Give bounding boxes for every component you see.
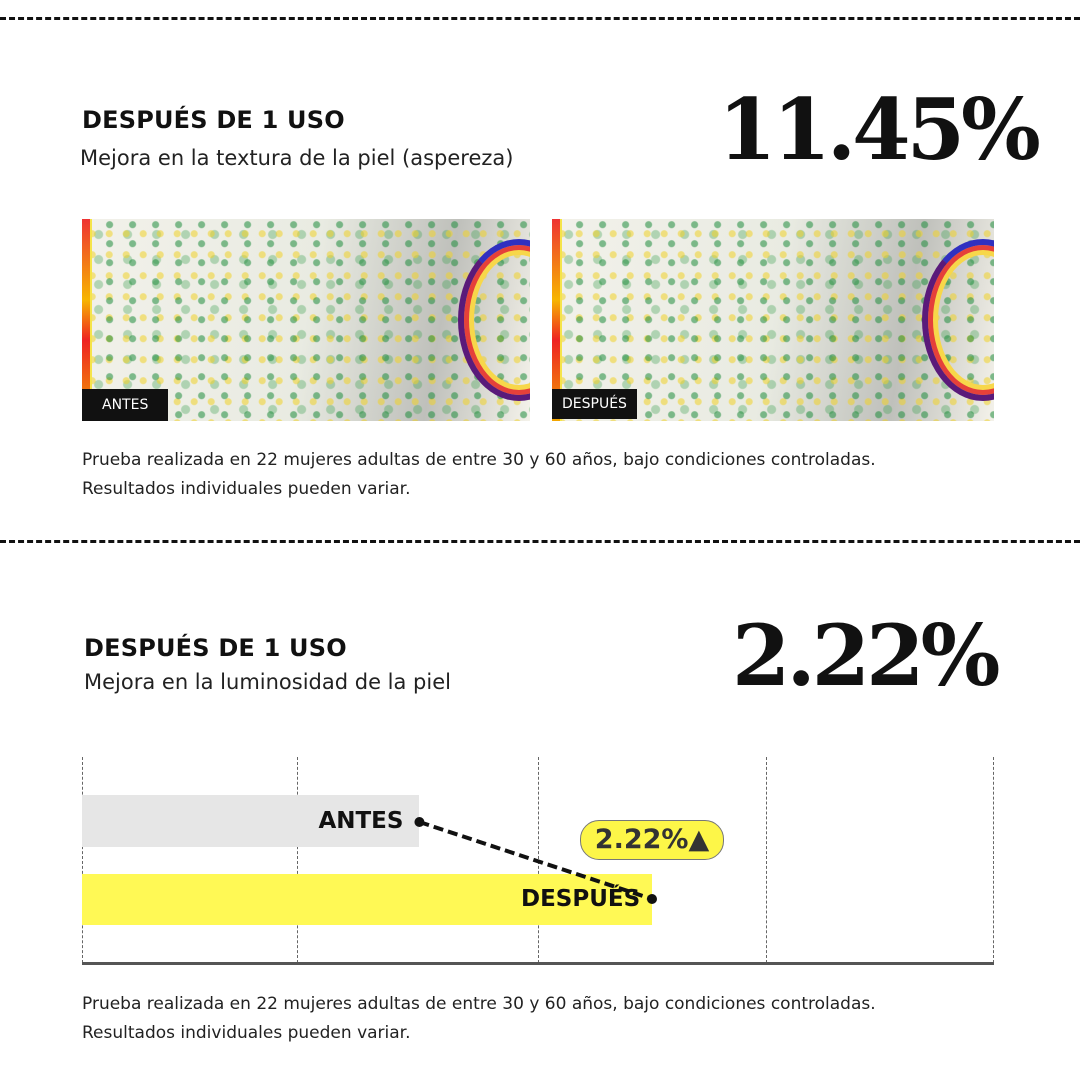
note-line: Resultados individuales pueden variar. xyxy=(82,479,411,499)
gridline xyxy=(82,757,83,963)
bar-label-antes: ANTES xyxy=(318,808,404,834)
after-texture-image: DESPUÉS xyxy=(552,219,994,421)
before-tag: ANTES xyxy=(82,389,169,421)
after-tag: DESPUÉS xyxy=(552,389,637,419)
section1-stat: 11.45% xyxy=(718,80,1041,179)
note-line: Prueba realizada en 22 mujeres adultas d… xyxy=(82,450,876,470)
gridline xyxy=(538,757,539,963)
heatmap-arc xyxy=(922,239,994,401)
bar-label-despues: DESPUÉS xyxy=(521,886,641,912)
top-divider xyxy=(0,17,1080,20)
note-line: Resultados individuales pueden variar. xyxy=(82,1023,411,1043)
x-axis xyxy=(82,962,994,965)
section1-subtitle: Mejora en la textura de la piel (asperez… xyxy=(80,146,514,170)
section1-heading: DESPUÉS DE 1 USO xyxy=(82,106,345,134)
gridline xyxy=(993,757,994,963)
section2-subtitle: Mejora en la luminosidad de la piel xyxy=(84,670,451,694)
bar-antes xyxy=(82,795,420,847)
heatmap-edge xyxy=(82,219,92,421)
change-badge: 2.22%▲ xyxy=(580,820,724,860)
heatmap-edge xyxy=(552,219,562,421)
heatmap-arc xyxy=(458,239,530,401)
section2-heading: DESPUÉS DE 1 USO xyxy=(84,634,347,662)
section1-note: Prueba realizada en 22 mujeres adultas d… xyxy=(82,446,876,504)
note-line: Prueba realizada en 22 mujeres adultas d… xyxy=(82,994,876,1014)
gridline xyxy=(297,757,298,963)
section2-stat: 2.22% xyxy=(732,606,1000,705)
middle-divider xyxy=(0,540,1080,543)
section2-note: Prueba realizada en 22 mujeres adultas d… xyxy=(82,990,876,1048)
before-texture-image: ANTES xyxy=(82,219,530,421)
gridline xyxy=(766,757,767,963)
